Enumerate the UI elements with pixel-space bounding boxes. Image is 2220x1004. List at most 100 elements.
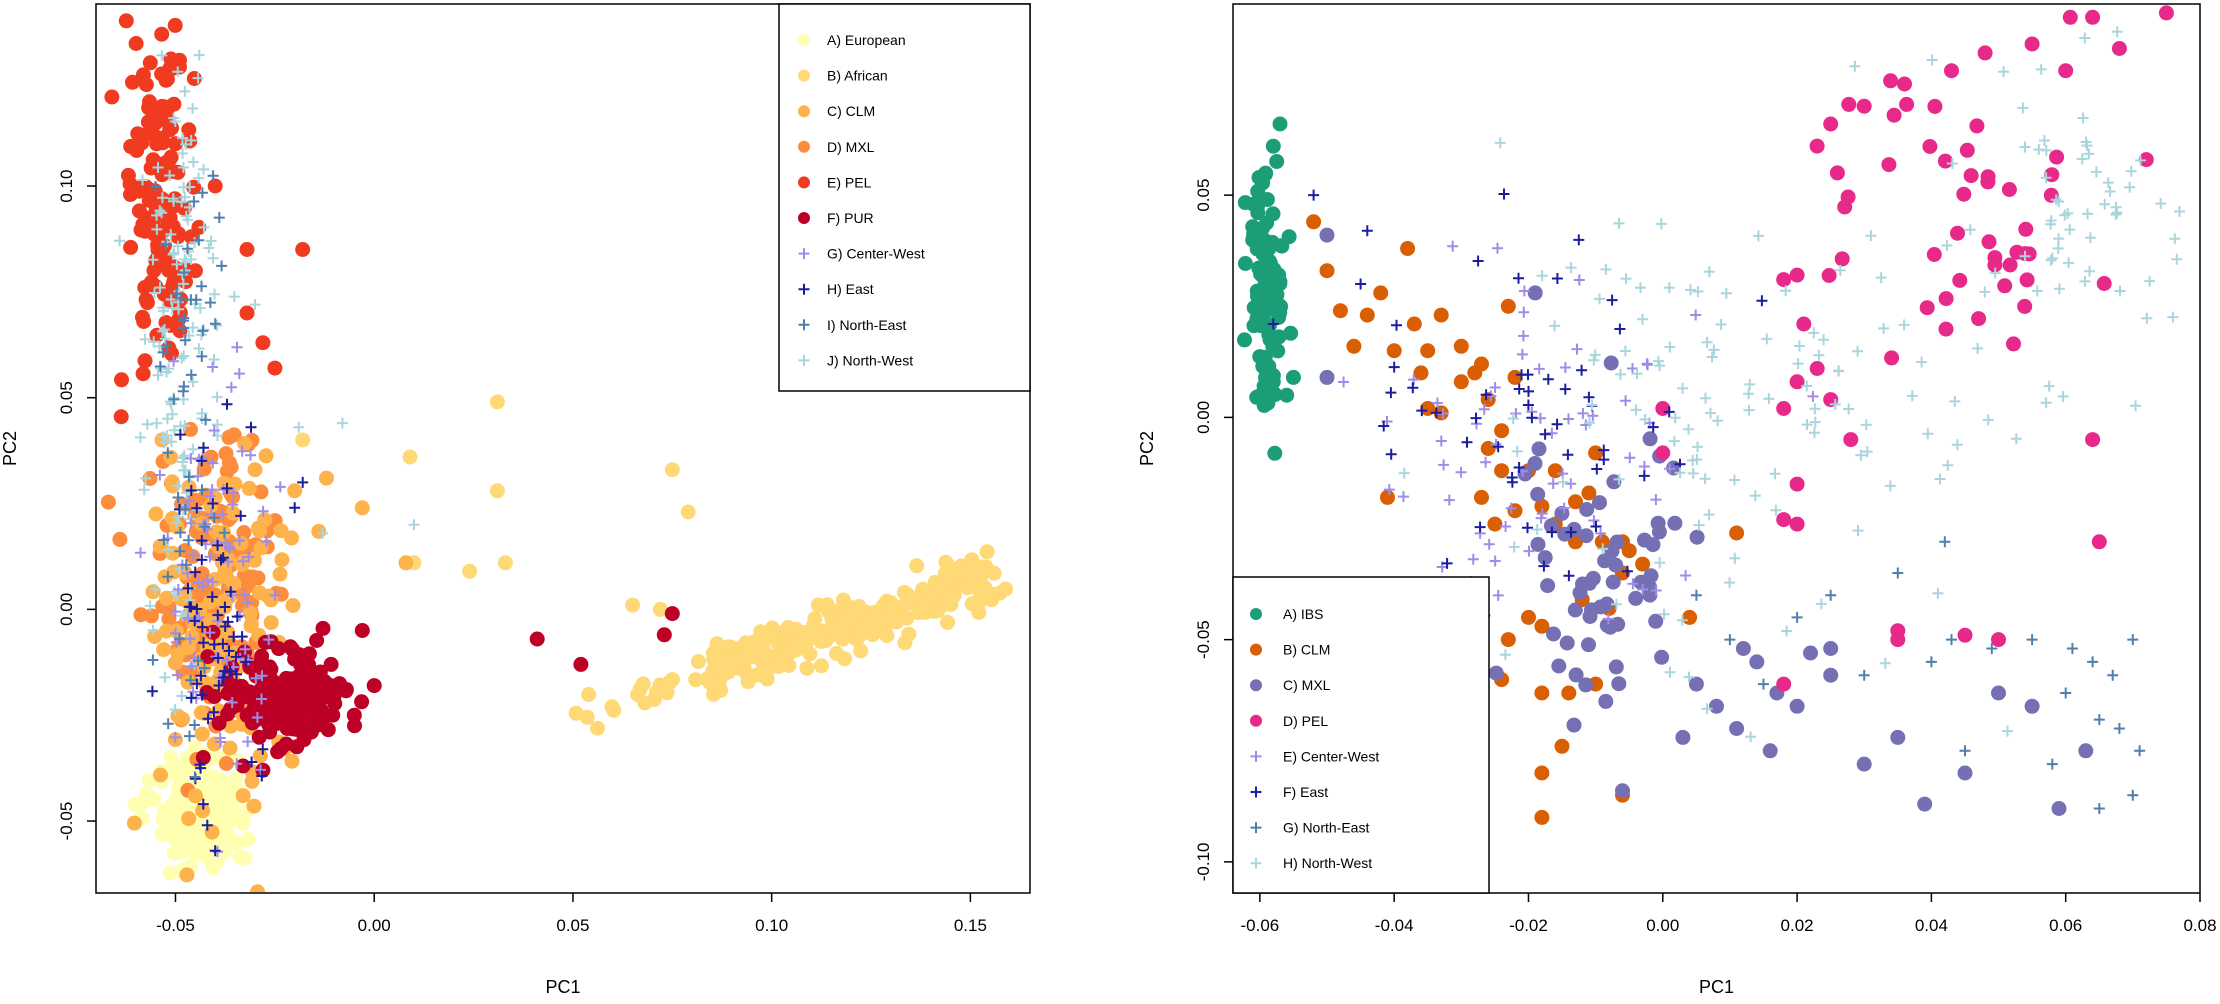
data-point — [159, 590, 174, 606]
data-point — [1608, 557, 1624, 573]
panel-right-pca: -0.06 -0.04 -0.02 0.00 0.02 0.04 0.06 0.08 -0.10… — [1137, 3, 2217, 997]
data-point — [154, 469, 166, 481]
data-point — [2045, 254, 2057, 266]
data-point — [1950, 225, 1965, 241]
data-point — [112, 531, 128, 547]
legend-box — [778, 3, 1031, 392]
data-point — [2082, 208, 2094, 220]
data-point — [200, 649, 216, 665]
x-tick-label: 0.00 — [358, 916, 391, 935]
data-point — [168, 393, 180, 405]
data-point — [1969, 118, 1985, 134]
data-point — [1588, 445, 1604, 461]
data-point — [146, 262, 162, 278]
data-point — [1745, 731, 1757, 743]
data-point — [1701, 703, 1713, 715]
data-point — [2053, 283, 2065, 295]
data-point — [225, 381, 237, 393]
data-point — [164, 170, 176, 181]
data-point — [1398, 467, 1410, 479]
data-point — [1643, 568, 1659, 584]
data-point — [1981, 234, 1997, 250]
data-point — [1897, 76, 1912, 92]
data-point — [2010, 433, 2022, 445]
data-point — [1631, 368, 1643, 380]
data-point — [154, 282, 166, 294]
data-point — [176, 196, 188, 208]
legend-label: D) PEL — [1283, 713, 1328, 729]
data-point — [1683, 423, 1694, 435]
data-point — [1332, 303, 1348, 319]
data-point — [149, 227, 165, 243]
data-point — [1594, 293, 1605, 305]
data-point — [204, 824, 220, 840]
data-point — [1809, 138, 1825, 154]
data-point — [2107, 669, 2119, 681]
data-point — [1507, 503, 1523, 519]
data-point — [1801, 419, 1813, 431]
data-point — [664, 606, 680, 622]
data-point — [2017, 298, 2033, 314]
data-point — [1517, 330, 1529, 342]
data-point — [212, 539, 224, 551]
data-point — [1715, 319, 1727, 330]
data-point — [606, 702, 622, 718]
data-point — [1533, 363, 1545, 375]
data-point — [2084, 265, 2095, 277]
panel-left-pca: -0.05 0.00 0.05 0.10 0.15 -0.05 0.00 0.05 0.10 PC… — [0, 3, 1031, 997]
data-point — [168, 112, 180, 124]
data-point — [1283, 325, 1299, 341]
data-point — [1488, 665, 1504, 681]
data-point — [2158, 5, 2174, 21]
data-point — [2077, 112, 2089, 124]
data-point — [180, 210, 192, 222]
data-point — [203, 498, 219, 514]
data-point — [211, 391, 223, 403]
data-point — [171, 226, 187, 242]
data-point — [202, 574, 213, 586]
data-point — [625, 597, 641, 613]
data-point — [196, 689, 208, 701]
data-point — [1534, 809, 1550, 825]
data-point — [1603, 355, 1619, 371]
data-point — [886, 605, 902, 621]
data-point — [185, 485, 197, 496]
data-point — [1621, 543, 1637, 559]
data-point — [1856, 756, 1872, 772]
data-point — [169, 606, 181, 618]
data-point — [843, 610, 859, 626]
data-point — [1266, 385, 1282, 401]
data-point — [759, 653, 775, 669]
data-point — [221, 482, 233, 494]
data-point — [2127, 634, 2139, 646]
data-point — [289, 502, 301, 514]
data-point — [271, 641, 287, 657]
data-point — [2052, 242, 2064, 254]
data-point — [1531, 524, 1543, 535]
data-point — [206, 591, 218, 603]
data-point — [1517, 466, 1533, 482]
data-point — [2169, 233, 2181, 245]
data-point — [198, 442, 209, 454]
data-point — [149, 287, 160, 299]
data-point — [1986, 643, 1998, 654]
data-point — [1749, 490, 1761, 502]
x-tick-label: -0.06 — [1240, 916, 1279, 935]
data-point — [231, 341, 243, 353]
data-point — [1959, 142, 1975, 158]
data-point — [900, 593, 916, 609]
data-point — [1237, 332, 1252, 348]
data-point — [254, 648, 270, 664]
data-point — [1483, 538, 1495, 550]
data-point — [166, 274, 182, 290]
data-point — [177, 456, 188, 468]
data-point — [262, 668, 277, 683]
data-point — [156, 207, 168, 219]
data-point — [1567, 602, 1583, 618]
data-point — [1770, 504, 1782, 516]
data-point — [2096, 276, 2112, 291]
data-point — [2102, 177, 2114, 189]
data-point — [1568, 667, 1584, 683]
data-point — [2141, 312, 2153, 324]
data-point — [1578, 677, 1594, 693]
